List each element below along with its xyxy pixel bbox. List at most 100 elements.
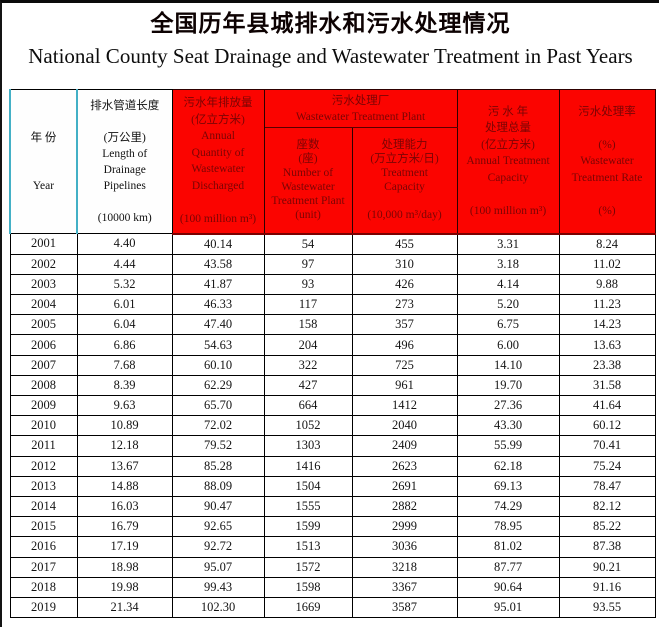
value-cell: 2040 (351, 415, 458, 437)
value-cell: 93.55 (558, 596, 656, 619)
value-cell: 14.23 (558, 314, 656, 336)
value-cell: 19.70 (456, 374, 560, 397)
value-cell: 357 (351, 314, 458, 336)
value-cell: 62.18 (456, 455, 560, 477)
value-cell: 1504 (263, 475, 353, 497)
value-cell: 99.43 (171, 576, 265, 598)
value-cell: 7.68 (76, 354, 173, 376)
value-cell: 204 (263, 334, 353, 356)
value-cell: 92.72 (171, 536, 265, 558)
value-cell: 31.58 (558, 374, 656, 397)
value-cell: 6.75 (456, 314, 560, 336)
value-cell: 1052 (263, 415, 353, 437)
value-cell: 3036 (351, 536, 458, 558)
value-cell: 46.33 (171, 294, 265, 316)
value-cell: 85.28 (171, 455, 265, 477)
value-cell: 43.30 (456, 415, 560, 437)
value-cell: 17.19 (76, 536, 173, 558)
value-cell: 90.64 (456, 576, 560, 598)
value-cell: 43.58 (171, 253, 265, 275)
value-cell: 961 (351, 374, 458, 397)
year-cell: 2002 (9, 253, 78, 275)
table-row: 2006 6.86 54.63 204 496 6.00 13.63 (9, 334, 656, 356)
value-cell: 82.12 (558, 495, 656, 518)
header-annual-treatment: 污 水 年 处理总量 (亿立方米) Annual Treatment Capac… (456, 89, 560, 235)
value-cell: 88.09 (171, 475, 265, 497)
year-cell: 2012 (9, 455, 78, 477)
value-cell: 78.95 (456, 516, 560, 538)
value-cell: 90.47 (171, 495, 265, 518)
year-cell: 2018 (9, 576, 78, 598)
value-cell: 5.20 (456, 294, 560, 316)
value-cell: 322 (263, 354, 353, 376)
value-cell: 455 (351, 233, 458, 255)
value-cell: 55.99 (456, 435, 560, 457)
value-cell: 9.63 (76, 394, 173, 417)
value-cell: 5.32 (76, 273, 173, 296)
year-cell: 2019 (9, 596, 78, 619)
year-cell: 2009 (9, 394, 78, 417)
header-year: 年 份 Year (9, 89, 78, 234)
table-row: 2016 17.19 92.72 1513 3036 81.02 87.38 (9, 536, 656, 558)
table-row: 2007 7.68 60.10 322 725 14.10 23.38 (9, 354, 656, 376)
value-cell: 2691 (351, 475, 458, 497)
value-cell: 1412 (351, 394, 458, 417)
value-cell: 6.86 (76, 334, 173, 356)
table-body: 2001 4.40 40.14 54 455 3.31 8.24 2002 4.44 43.58 9… (9, 233, 656, 619)
header-treatment-rate: 污水处理率 (%) Wastewater Treatment Rate (%) (558, 89, 656, 235)
value-cell: 60.10 (171, 354, 265, 376)
value-cell: 3218 (351, 556, 458, 578)
value-cell: 10.89 (76, 415, 173, 437)
header-wastewater-discharged: 污水年排放量 (亿立方米) Annual Quantity of Wastewa… (171, 89, 265, 235)
value-cell: 41.87 (171, 273, 265, 296)
value-cell: 21.34 (76, 596, 173, 619)
header-plant-number: 座数 (座) Number of Wastewater Treatment Pl… (263, 127, 353, 235)
year-cell: 2011 (9, 435, 78, 457)
year-cell: 2005 (9, 314, 78, 336)
value-cell: 47.40 (171, 314, 265, 336)
value-cell: 725 (351, 354, 458, 376)
value-cell: 1598 (263, 576, 353, 598)
page-title-zh: 全国历年县城排水和污水处理情况 (150, 11, 511, 36)
header-treatment-capacity: 处理能力 (万立方米/日) Treatment Capacity (10,000… (351, 127, 458, 235)
value-cell: 11.23 (558, 294, 656, 316)
value-cell: 426 (351, 273, 458, 296)
year-cell: 2015 (9, 516, 78, 538)
value-cell: 14.10 (456, 354, 560, 376)
value-cell: 1303 (263, 435, 353, 457)
value-cell: 3587 (351, 596, 458, 619)
year-cell: 2001 (9, 233, 78, 255)
value-cell: 23.38 (558, 354, 656, 376)
value-cell: 496 (351, 334, 458, 356)
value-cell: 90.21 (558, 556, 656, 578)
value-cell: 4.40 (76, 233, 173, 255)
year-cell: 2014 (9, 495, 78, 518)
value-cell: 8.39 (76, 374, 173, 397)
value-cell: 74.29 (456, 495, 560, 518)
table-row: 2002 4.44 43.58 97 310 3.18 11.02 (9, 253, 656, 275)
table-row: 2008 8.39 62.29 427 961 19.70 31.58 (9, 374, 656, 397)
table-row: 2001 4.40 40.14 54 455 3.31 8.24 (9, 233, 656, 255)
year-cell: 2004 (9, 294, 78, 316)
value-cell: 1669 (263, 596, 353, 619)
value-cell: 3367 (351, 576, 458, 598)
value-cell: 6.00 (456, 334, 560, 356)
value-cell: 69.13 (456, 475, 560, 497)
value-cell: 3.18 (456, 253, 560, 275)
value-cell: 91.16 (558, 576, 656, 598)
value-cell: 87.77 (456, 556, 560, 578)
year-cell: 2016 (9, 536, 78, 558)
value-cell: 95.07 (171, 556, 265, 578)
value-cell: 95.01 (456, 596, 560, 619)
table-row: 2011 12.18 79.52 1303 2409 55.99 70.41 (9, 435, 656, 457)
value-cell: 158 (263, 314, 353, 336)
table-header: 年 份 Year 排水管道长度 (万公里) Length of Drainage… (9, 89, 656, 235)
value-cell: 2882 (351, 495, 458, 518)
page-title-en: National County Seat Drainage and Wastew… (28, 44, 633, 68)
year-cell: 2008 (9, 374, 78, 397)
value-cell: 9.88 (558, 273, 656, 296)
value-cell: 40.14 (171, 233, 265, 255)
value-cell: 79.52 (171, 435, 265, 457)
value-cell: 93 (263, 273, 353, 296)
